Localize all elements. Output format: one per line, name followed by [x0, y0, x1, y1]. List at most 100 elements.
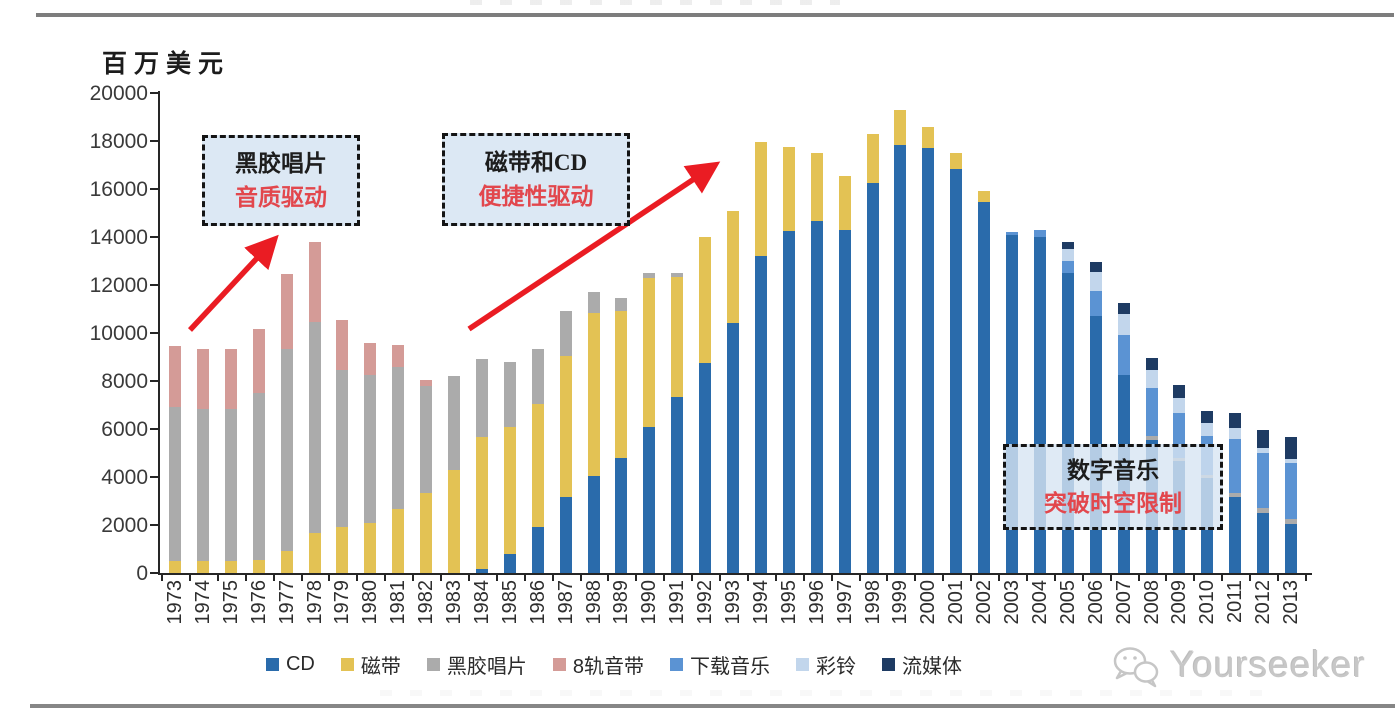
y-axis-unit-label: 百万美元 — [102, 51, 231, 78]
bar-2012-彩铃 — [1257, 448, 1270, 453]
bar-2004-下载音乐 — [1033, 229, 1046, 237]
x-tick — [663, 575, 666, 581]
bar-1977-黑胶唱片 — [280, 348, 293, 552]
bar-2011-彩铃 — [1229, 427, 1242, 439]
bar-1975-黑胶唱片 — [224, 408, 237, 561]
bar-1979-黑胶唱片 — [336, 370, 349, 528]
bar-2002-CD — [978, 202, 991, 573]
x-year-label: 1983 — [443, 580, 465, 625]
y-tick — [150, 332, 158, 334]
bar-1978-8轨音带 — [308, 241, 321, 323]
bar-1978-黑胶唱片 — [308, 322, 321, 534]
bar-1987-磁带 — [559, 355, 572, 498]
bar-1980-8轨音带 — [364, 342, 377, 375]
x-year-label: 1975 — [219, 580, 242, 625]
bar-2011-流媒体 — [1229, 413, 1242, 428]
y-tick-label: 2000 — [101, 514, 148, 537]
y-tick — [150, 284, 158, 286]
x-year-label: 1990 — [638, 580, 661, 625]
legend-swatch-黑胶唱片 — [426, 658, 440, 671]
x-year-label: 1999 — [889, 580, 912, 625]
y-tick-label: 18000 — [89, 130, 148, 153]
y-axis-line — [158, 91, 160, 575]
y-tick-label: 10000 — [89, 322, 148, 345]
bar-2012-黑胶唱片 — [1257, 508, 1270, 513]
bar-1990-磁带 — [643, 277, 656, 427]
bar-1976-黑胶唱片 — [252, 393, 265, 560]
x-year-label: 1976 — [247, 580, 270, 625]
x-tick — [1277, 575, 1280, 581]
bar-1996-CD — [810, 221, 823, 573]
bar-1973-黑胶唱片 — [169, 407, 181, 561]
x-year-label: 1992 — [694, 580, 717, 625]
legend-item-8轨音带: 8轨音带 — [552, 650, 644, 679]
callout-vinyl-title: 黑胶唱片 — [235, 151, 327, 177]
bar-1982-磁带 — [420, 492, 433, 573]
bar-1979-8轨音带 — [336, 319, 349, 371]
bar-1989-黑胶唱片 — [615, 298, 628, 312]
x-year-label: 1984 — [470, 580, 493, 625]
x-year-label: 1995 — [777, 580, 800, 625]
legend-swatch-流媒体 — [882, 658, 895, 671]
bar-1982-黑胶唱片 — [420, 385, 433, 493]
callout-vinyl-subtitle: 音质驱动 — [235, 184, 327, 210]
cropped-text-remnant-bottom — [380, 690, 1280, 696]
bar-1975-磁带 — [224, 561, 237, 573]
y-tick — [150, 188, 158, 190]
x-tick — [188, 575, 191, 581]
x-year-label: 1978 — [303, 580, 326, 625]
callout-cassette-cd: 磁带和CD 便捷性驱动 — [442, 133, 630, 226]
x-year-label: 1973 — [164, 580, 186, 625]
y-tick-label: 4000 — [101, 466, 148, 489]
x-tick — [1193, 575, 1196, 581]
x-year-label: 2009 — [1168, 580, 1191, 625]
watermark: Yourseeker — [1108, 642, 1366, 688]
bar-2007-彩铃 — [1117, 313, 1130, 336]
x-year-label: 2000 — [917, 580, 940, 625]
bar-1990-CD — [643, 426, 656, 573]
bar-1976-8轨音带 — [252, 329, 265, 393]
x-tick — [272, 575, 275, 581]
legend-label: 下载音乐 — [690, 656, 770, 678]
bar-1975-8轨音带 — [224, 348, 237, 409]
bar-2002-磁带 — [978, 191, 991, 203]
bar-1977-8轨音带 — [280, 274, 293, 349]
x-tick — [1081, 575, 1084, 581]
bar-1987-黑胶唱片 — [559, 311, 572, 356]
x-axis-line — [158, 573, 1312, 575]
bar-2000-CD — [922, 148, 935, 573]
y-tick — [150, 140, 158, 142]
x-year-label: 1997 — [833, 580, 856, 625]
x-year-label: 2002 — [973, 580, 996, 625]
x-tick — [412, 575, 415, 581]
bar-1977-磁带 — [280, 551, 293, 573]
x-tick — [440, 575, 443, 581]
bar-1986-黑胶唱片 — [531, 348, 544, 404]
bar-1976-磁带 — [252, 559, 265, 573]
legend-swatch-磁带 — [340, 658, 354, 671]
bar-2013-下载音乐 — [1285, 462, 1297, 519]
x-year-label: 2006 — [1084, 580, 1107, 625]
bar-1982-8轨音带 — [420, 379, 433, 386]
bar-1981-黑胶唱片 — [392, 366, 405, 510]
x-tick — [579, 575, 582, 581]
x-tick — [802, 575, 805, 581]
x-year-label: 2003 — [1001, 580, 1023, 625]
x-year-label: 1996 — [805, 580, 828, 625]
bar-1985-黑胶唱片 — [503, 361, 516, 427]
legend-item-黑胶唱片: 黑胶唱片 — [426, 650, 527, 679]
x-tick — [998, 575, 1001, 581]
legend-item-磁带: 磁带 — [340, 650, 401, 679]
bar-1983-黑胶唱片 — [448, 376, 460, 470]
x-tick — [523, 575, 526, 581]
bar-1988-黑胶唱片 — [587, 292, 600, 313]
bar-1995-CD — [782, 231, 795, 573]
legend-label: 彩铃 — [816, 656, 856, 678]
bar-1995-磁带 — [782, 147, 795, 231]
bar-2009-彩铃 — [1173, 397, 1186, 414]
x-tick — [691, 575, 694, 581]
legend-label: 流媒体 — [902, 656, 962, 678]
bar-2005-下载音乐 — [1061, 261, 1074, 273]
x-tick — [384, 575, 387, 581]
bar-1987-CD — [559, 497, 572, 573]
